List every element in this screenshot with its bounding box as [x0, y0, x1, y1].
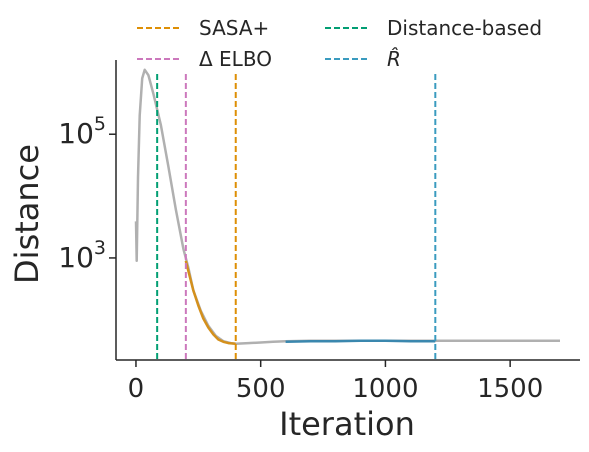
x-tick-label: 1000 [352, 374, 418, 404]
legend-label: R̂ [387, 47, 401, 71]
series-line-0 [134, 68, 560, 345]
legend: SASA+ Δ ELBO Distance-based R̂ [137, 16, 542, 71]
axes: 0 500 1000 1500 103 105 [58, 60, 580, 404]
legend-label: Distance-based [387, 16, 542, 40]
series-line-2 [285, 339, 436, 344]
x-tick-label: 0 [128, 374, 145, 404]
x-tick-label: 1500 [477, 374, 543, 404]
y-tick-label: 103 [58, 237, 106, 274]
x-tick-label: 500 [236, 374, 286, 404]
y-tick-label: 105 [58, 113, 106, 150]
plot-area [134, 68, 560, 360]
y-axis-label: Distance [8, 144, 46, 284]
x-axis-label: Iteration [279, 405, 415, 443]
legend-label: SASA+ [199, 16, 269, 40]
series-line-1 [184, 260, 236, 345]
legend-label: Δ ELBO [199, 47, 272, 71]
